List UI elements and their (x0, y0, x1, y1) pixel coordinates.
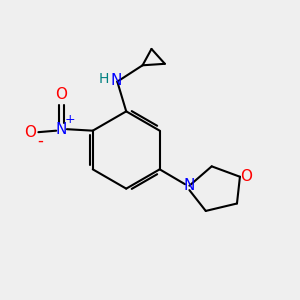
Text: O: O (56, 87, 68, 102)
Text: O: O (241, 169, 253, 184)
Text: +: + (64, 113, 75, 126)
Text: O: O (24, 125, 36, 140)
Text: N: N (56, 122, 67, 137)
Text: N: N (184, 178, 195, 193)
Text: H: H (99, 72, 109, 86)
Text: -: - (37, 132, 43, 150)
Text: N: N (110, 73, 122, 88)
